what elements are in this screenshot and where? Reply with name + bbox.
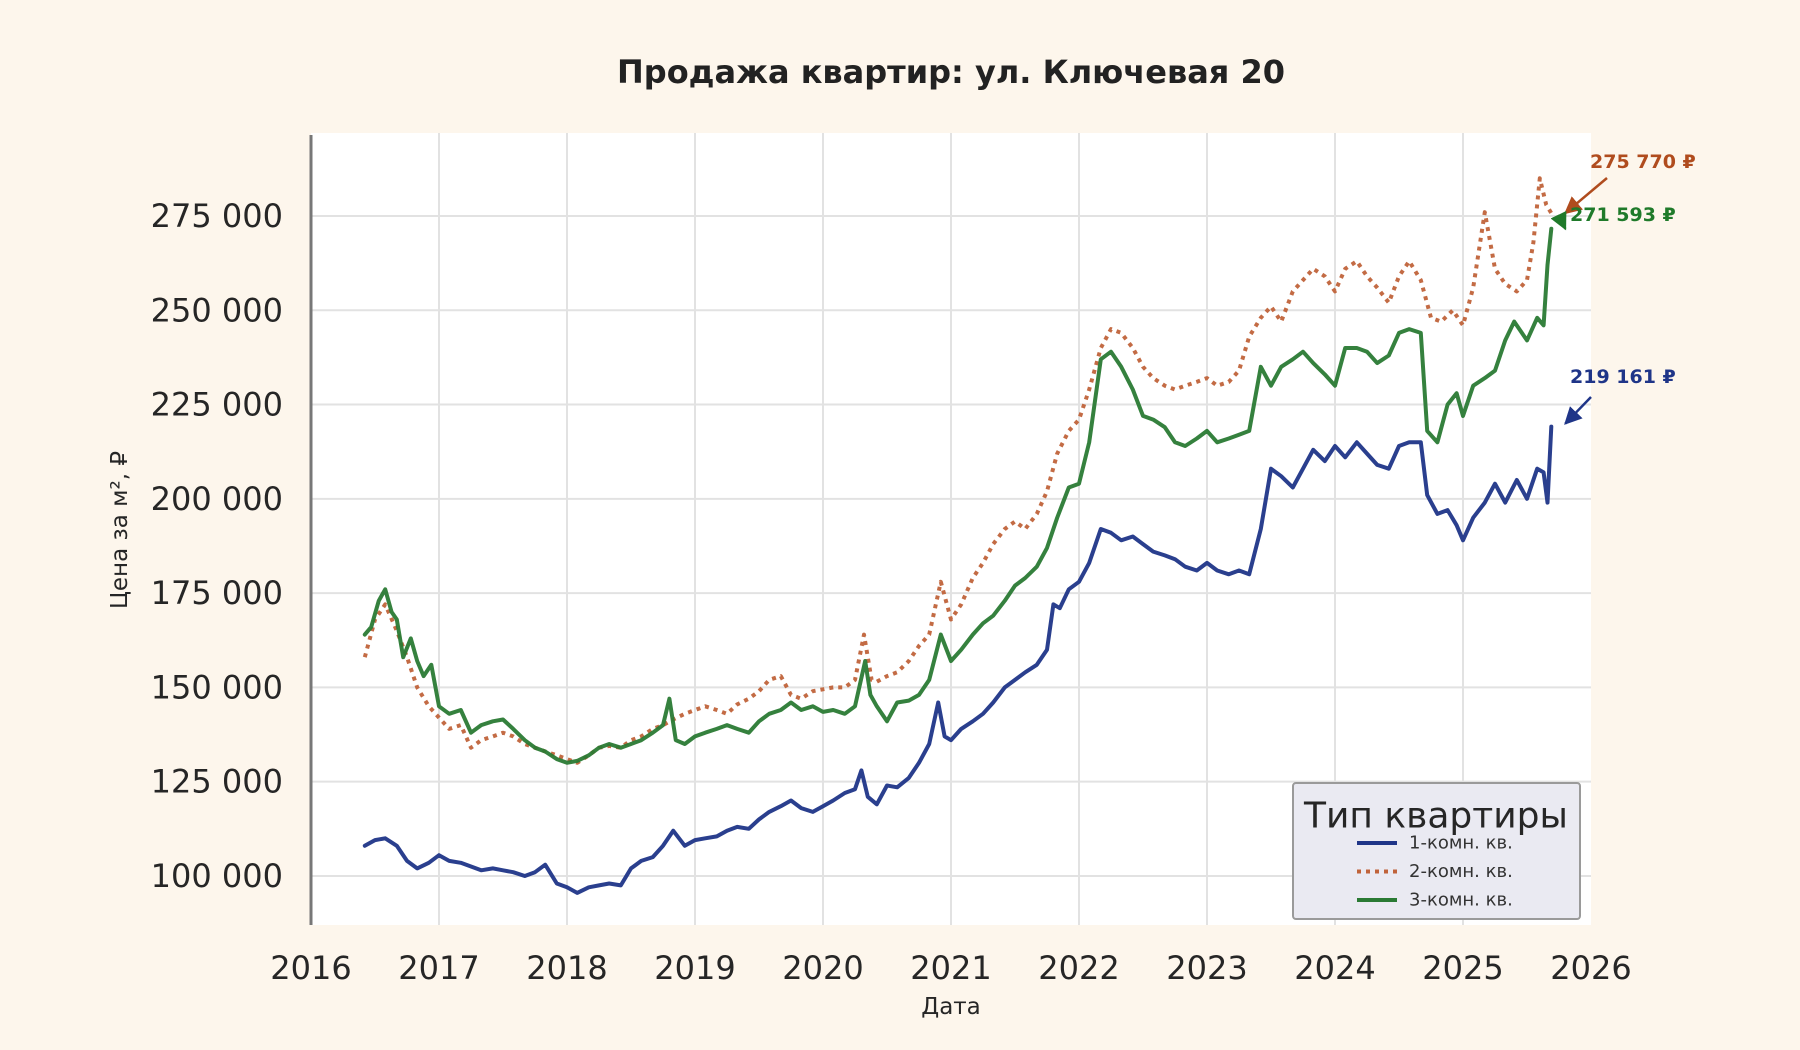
price-annotations: 275 770 ₽ 271 593 ₽ 219 161 ₽ [1550, 151, 1696, 425]
x-tick-label: 2022 [1038, 949, 1119, 987]
chart-title: Продажа квартир: ул. Ключевая 20 [617, 53, 1285, 91]
x-tick-label: 2018 [526, 949, 607, 987]
x-axis-label: Дата [921, 994, 981, 1020]
y-tick-label: 200 000 [151, 480, 283, 518]
annotation-label: 275 770 ₽ [1590, 151, 1696, 173]
series-line-3 [362, 226, 1554, 765]
y-axis-label: Цена за м², ₽ [107, 451, 133, 609]
y-tick-label: 175 000 [151, 574, 283, 612]
annotation-arrow [1564, 396, 1592, 425]
x-tick-label: 2021 [910, 949, 991, 987]
legend-entry-label: 3-комн. кв. [1409, 890, 1513, 911]
x-tick-label: 2017 [398, 949, 479, 987]
x-tick-label: 2026 [1550, 949, 1631, 987]
legend-entry-label: 1-комн. кв. [1409, 833, 1513, 854]
annotation-label: 219 161 ₽ [1570, 366, 1676, 388]
annotation-label: 271 593 ₽ [1570, 204, 1676, 226]
legend: Тип квартиры 1-комн. кв. 2-комн. кв. 3-ком… [1292, 782, 1581, 920]
x-tick-label: 2025 [1422, 949, 1503, 987]
y-tick-label: 100 000 [151, 857, 283, 895]
series-lines [362, 176, 1554, 895]
y-tick-label: 275 000 [151, 197, 283, 235]
legend-entries: 1-комн. кв. 2-комн. кв. 3-комн. кв. [1357, 833, 1513, 911]
series-line-2 [362, 176, 1554, 765]
x-tick-label: 2023 [1166, 949, 1247, 987]
y-tick-labels: 100 000 125 000 150 000 175 000 200 000 225 0… [151, 197, 283, 895]
y-tick-label: 150 000 [151, 668, 283, 706]
y-tick-label: 225 000 [151, 386, 283, 424]
legend-box [1292, 782, 1581, 920]
annotation-arrow [1563, 177, 1608, 215]
x-tick-label: 2024 [1294, 949, 1375, 987]
x-tick-labels: 2016 2017 2018 2019 2020 2021 2022 2023 2024 2025… [270, 949, 1631, 987]
x-tick-label: 2019 [654, 949, 735, 987]
legend-entry-label: 2-комн. кв. [1409, 861, 1513, 882]
legend-title: Тип квартиры [1303, 796, 1568, 837]
x-tick-label: 2020 [782, 949, 863, 987]
y-tick-label: 250 000 [151, 291, 283, 329]
x-tick-label: 2016 [270, 949, 351, 987]
annotation-arrow [1550, 210, 1567, 231]
series-line-1 [362, 424, 1554, 895]
y-tick-label: 125 000 [151, 763, 283, 801]
